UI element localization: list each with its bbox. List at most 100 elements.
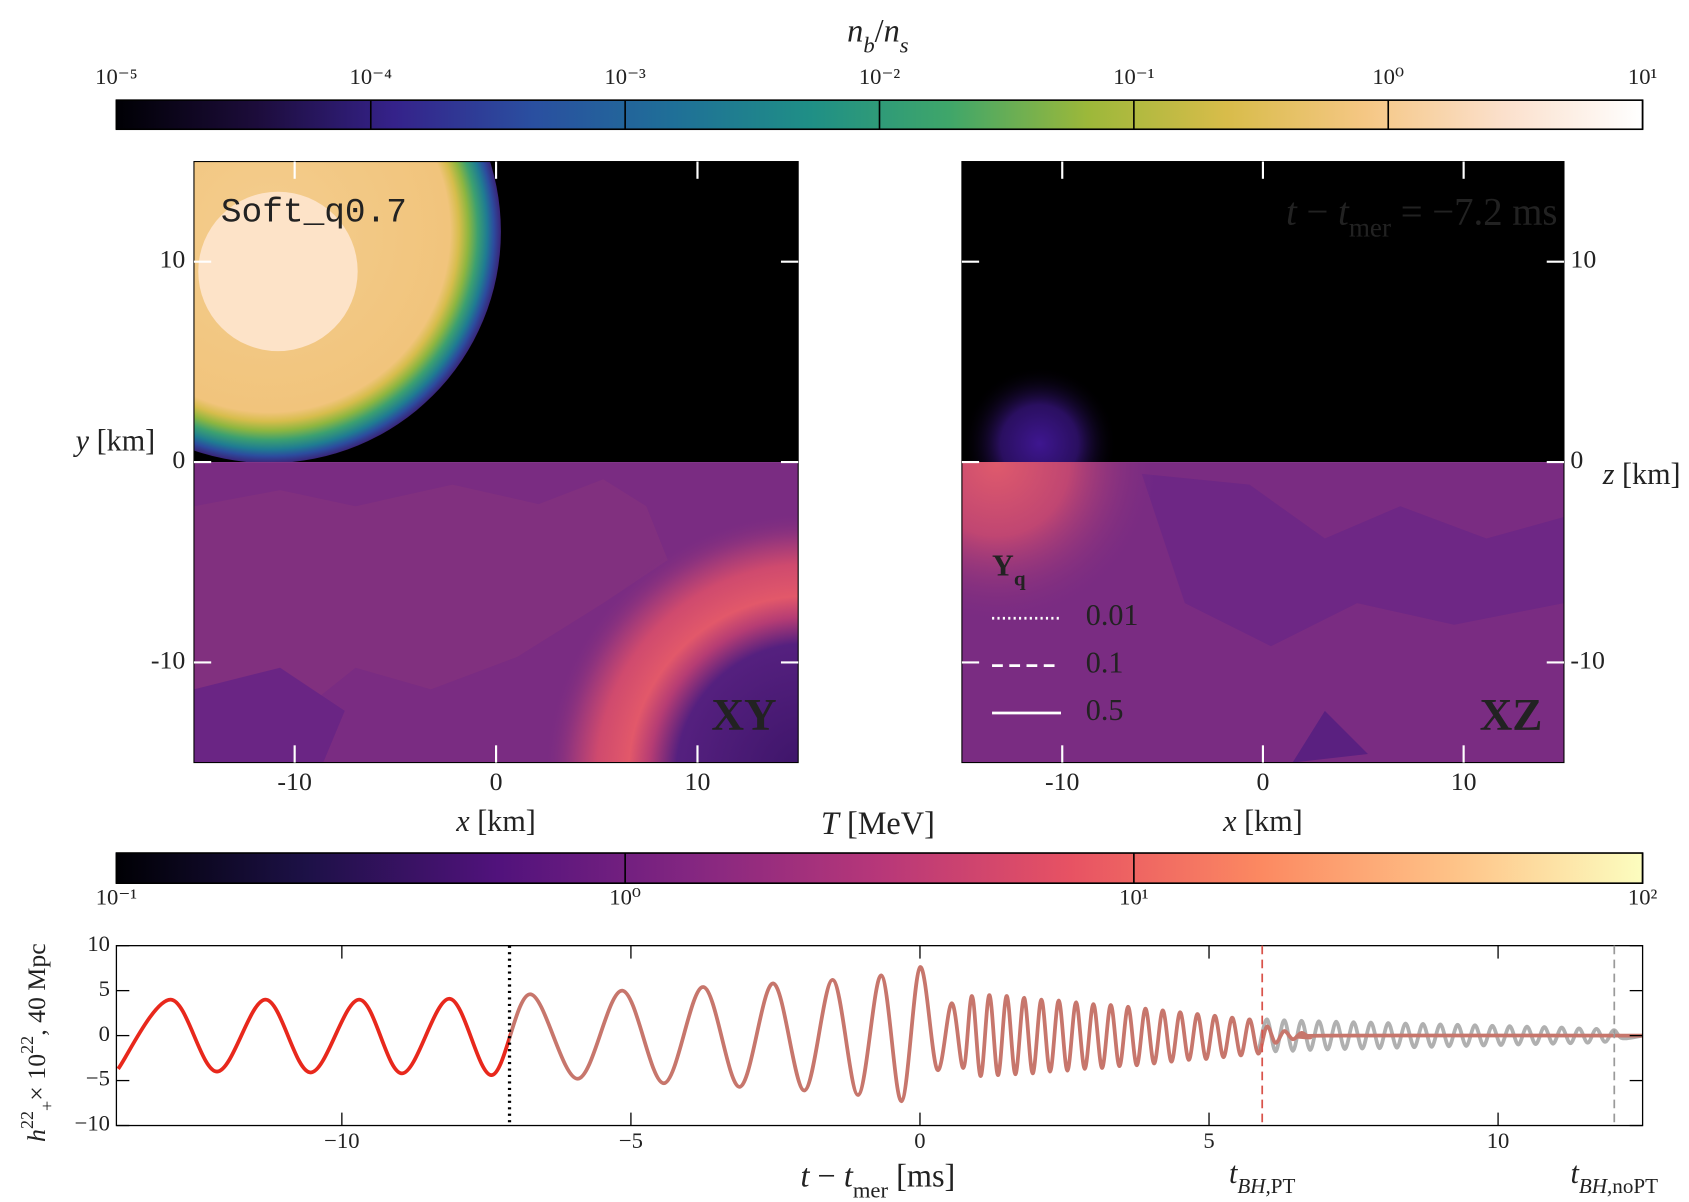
- xz-temperature-patch: [1292, 710, 1368, 763]
- x-axis-label-part: x: [1222, 804, 1237, 838]
- time-annotation-part: t: [1286, 190, 1298, 233]
- y-tick-label: 10: [160, 245, 186, 274]
- colorbar-title-part: /: [875, 13, 884, 49]
- x-tick-label: 0: [914, 1128, 925, 1153]
- event-marker-label: tBH,PT: [1229, 1156, 1296, 1198]
- legend-label: 0.1: [1086, 646, 1124, 680]
- y-axis-label-part: [km]: [1614, 457, 1680, 491]
- x-axis-label-part: x: [455, 804, 470, 838]
- time-annotation-part: = −7.2 ms: [1391, 190, 1558, 233]
- event-marker-label-part: noPT: [1612, 1174, 1658, 1198]
- model-label: Soft_q0.7: [221, 193, 407, 232]
- colorbar-tick-label: 10⁰: [1372, 64, 1404, 89]
- x-axis-label-part: [ms]: [888, 1158, 955, 1194]
- x-axis-label: x [km]: [1222, 804, 1303, 838]
- event-marker-label-part: BH,: [1237, 1174, 1270, 1198]
- xy-star-core: [198, 191, 358, 352]
- x-axis-label-part: [km]: [470, 804, 536, 838]
- colorbar-tick-label: 10⁻²: [859, 64, 901, 89]
- y-tick-label: 0: [172, 445, 185, 474]
- x-tick-label: 5: [1203, 1128, 1214, 1153]
- colorbar-tick-label: 10⁻⁴: [350, 64, 393, 89]
- legend-label: 0.5: [1086, 693, 1124, 727]
- colorbar-tick-label: 10⁻¹: [1113, 64, 1154, 89]
- y-tick-label: -10: [1570, 645, 1604, 674]
- y-axis-label-part: × 10: [22, 1054, 51, 1101]
- colorbar-tick-label: 10⁻³: [604, 64, 646, 89]
- x-tick-label: -10: [1045, 767, 1079, 796]
- event-marker-label-part: PT: [1271, 1174, 1296, 1198]
- y-tick-label: 5: [99, 976, 110, 1001]
- xz-slice-image: [961, 161, 1564, 763]
- colorbar-title-part: n: [847, 13, 863, 49]
- colorbar-title-part: [MeV]: [839, 806, 935, 842]
- colorbar-tick-label: 10²: [1628, 885, 1658, 910]
- x-axis-label: t − tmer [ms]: [800, 1158, 955, 1202]
- legend-title-part: Y: [992, 549, 1014, 583]
- x-tick-label: −5: [619, 1128, 643, 1153]
- x-axis-label-part: −: [809, 1158, 843, 1194]
- x-tick-label: −10: [324, 1128, 359, 1153]
- colorbar-tick-label: 10⁰: [609, 885, 641, 910]
- plane-label: XZ: [1480, 690, 1543, 740]
- x-tick-label: 10: [1451, 767, 1477, 796]
- xz-hot-region: [961, 462, 1158, 625]
- event-marker-label-part: t: [1571, 1156, 1580, 1190]
- colorbar-title-part: b: [863, 32, 874, 57]
- xz-temperature-patch: [1141, 473, 1564, 647]
- colorbar-tick-label: 10⁻¹: [96, 885, 137, 910]
- time-annotation-part: mer: [1349, 213, 1391, 243]
- xy-temperature-patch: [193, 479, 668, 722]
- y-tick-label: 0: [99, 1021, 110, 1046]
- x-tick-label: 0: [490, 767, 503, 796]
- x-axis-label-part: [km]: [1237, 804, 1303, 838]
- y-axis-label: y [km]: [73, 424, 156, 458]
- y-tick-label: −5: [86, 1066, 110, 1091]
- legend-title: Yq: [992, 549, 1026, 591]
- event-marker-label: tBH,noPT: [1571, 1156, 1659, 1198]
- time-annotation-part: −: [1297, 190, 1338, 233]
- colorbar-tick-label: 10¹: [1119, 885, 1148, 910]
- xy-temperature-patch: [193, 667, 345, 763]
- time-annotation-part: t: [1338, 190, 1350, 233]
- xy-hot-ring: [544, 511, 799, 763]
- colorbar-tick-label: 10¹: [1628, 64, 1657, 89]
- y-axis-label-part: y: [73, 424, 90, 458]
- x-tick-label: 0: [1256, 767, 1269, 796]
- y-axis-label-part: , 40 Mpc: [22, 943, 51, 1036]
- colorbar-title-part: T: [821, 806, 841, 842]
- x-tick-label: 10: [1487, 1128, 1510, 1153]
- colorbar-title: T [MeV]: [821, 806, 935, 842]
- x-tick-label: -10: [277, 767, 311, 796]
- y-axis-label-part: z: [1602, 457, 1615, 491]
- waveform-line: [116, 965, 1643, 1104]
- x-tick-label: 10: [685, 767, 711, 796]
- y-axis-label-part: 22: [17, 1036, 37, 1054]
- legend-label: 0.01: [1086, 598, 1139, 632]
- y-axis-label-part: 22: [17, 1111, 37, 1129]
- x-axis-label-part: t: [800, 1158, 810, 1194]
- x-axis-label-part: mer: [853, 1177, 889, 1202]
- event-marker-label-part: t: [1229, 1156, 1238, 1190]
- y-axis-label: z [km]: [1602, 457, 1681, 491]
- colorbar-title-part: s: [900, 32, 909, 57]
- y-tick-label: 0: [1570, 445, 1583, 474]
- y-tick-label: 10: [87, 931, 110, 956]
- colorbar-tick-label: 10⁻⁵: [95, 64, 137, 89]
- y-axis-label-part: +: [37, 1101, 57, 1111]
- xy-slice-image: [193, 161, 799, 763]
- colorbar-title-part: n: [884, 13, 900, 49]
- y-axis-label: h22+× 1022, 40 Mpc: [17, 943, 57, 1142]
- legend-title-part: q: [1014, 567, 1026, 591]
- y-tick-label: 10: [1570, 245, 1596, 274]
- y-axis-label-part: [km]: [89, 424, 155, 458]
- x-axis-label: x [km]: [455, 804, 536, 838]
- colorbar: [115, 852, 1644, 884]
- time-annotation: t − tmer = −7.2 ms: [1286, 190, 1557, 242]
- plane-label: XY: [711, 690, 776, 740]
- event-marker-label-part: BH,: [1579, 1174, 1612, 1198]
- x-axis-label-part: t: [844, 1158, 854, 1194]
- y-tick-label: −10: [75, 1111, 110, 1136]
- y-axis-label-part: h: [22, 1129, 51, 1142]
